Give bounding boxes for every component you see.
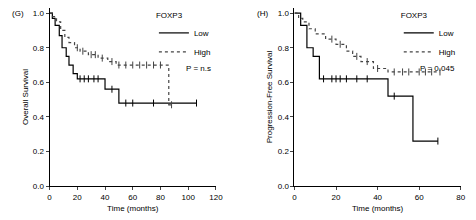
svg-text:Low: Low <box>194 29 209 38</box>
svg-text:High: High <box>439 48 455 57</box>
svg-text:0.4: 0.4 <box>278 113 290 122</box>
svg-text:60: 60 <box>415 193 424 202</box>
svg-text:FOXP3: FOXP3 <box>401 11 428 20</box>
svg-text:0.6: 0.6 <box>278 78 290 87</box>
svg-text:80: 80 <box>456 193 465 202</box>
svg-text:0.0: 0.0 <box>278 182 290 191</box>
svg-text:P = n.s: P = n.s <box>186 64 211 73</box>
svg-text:0.2: 0.2 <box>33 147 45 156</box>
svg-text:0.2: 0.2 <box>278 147 290 156</box>
svg-text:20: 20 <box>73 193 82 202</box>
svg-text:0.8: 0.8 <box>278 44 290 53</box>
svg-text:Progression-Free Survival: Progression-Free Survival <box>265 51 274 144</box>
svg-text:Low: Low <box>439 29 454 38</box>
svg-text:Time (months): Time (months) <box>107 204 159 213</box>
svg-text:0.4: 0.4 <box>33 113 45 122</box>
svg-text:20: 20 <box>332 193 341 202</box>
svg-text:(H): (H) <box>257 9 268 18</box>
svg-text:40: 40 <box>101 193 110 202</box>
svg-text:120: 120 <box>209 193 223 202</box>
svg-text:1.0: 1.0 <box>33 9 45 18</box>
svg-text:1.0: 1.0 <box>278 9 290 18</box>
svg-text:0: 0 <box>292 193 297 202</box>
svg-text:80: 80 <box>156 193 165 202</box>
svg-text:P = 0.045: P = 0.045 <box>420 64 455 73</box>
svg-text:FOXP3: FOXP3 <box>156 11 183 20</box>
svg-text:Overall Survival: Overall Survival <box>21 69 30 125</box>
svg-text:0: 0 <box>47 193 52 202</box>
svg-text:0.0: 0.0 <box>33 182 45 191</box>
svg-text:0.8: 0.8 <box>33 44 45 53</box>
svg-text:60: 60 <box>128 193 137 202</box>
svg-text:0.6: 0.6 <box>33 78 45 87</box>
svg-text:40: 40 <box>373 193 382 202</box>
svg-text:(G): (G) <box>12 9 24 18</box>
svg-text:100: 100 <box>182 193 196 202</box>
svg-text:High: High <box>194 48 210 57</box>
svg-text:Time (months): Time (months) <box>352 204 404 213</box>
